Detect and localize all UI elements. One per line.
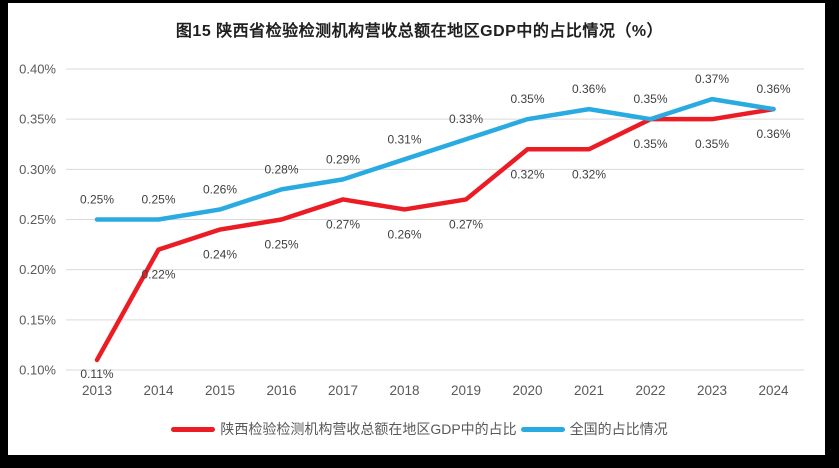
- data-label: 0.22%: [141, 268, 175, 282]
- data-label: 0.36%: [756, 127, 790, 141]
- legend-swatch-national-icon: [520, 426, 565, 432]
- x-axis-tick-label: 2023: [697, 383, 727, 398]
- legend-item-national: 全国的占比情况: [520, 419, 668, 439]
- data-label: 0.31%: [387, 132, 421, 146]
- y-axis-tick-label: 0.35%: [19, 112, 56, 127]
- data-label: 0.25%: [80, 193, 114, 207]
- y-axis-tick-label: 0.40%: [19, 62, 56, 77]
- y-axis-tick-label: 0.10%: [19, 363, 56, 378]
- x-axis-tick-label: 2019: [451, 383, 481, 398]
- x-axis-tick-label: 2014: [143, 383, 174, 398]
- y-axis-tick-label: 0.25%: [19, 212, 56, 227]
- data-label: 0.32%: [572, 167, 606, 181]
- y-axis-tick-label: 0.15%: [19, 312, 56, 327]
- x-axis-tick-label: 2020: [512, 383, 542, 398]
- data-label: 0.24%: [203, 248, 237, 262]
- data-label: 0.36%: [572, 82, 606, 96]
- x-axis-tick-label: 2015: [205, 383, 235, 398]
- legend-label-shaanxi: 陕西检验检测机构营收总额在地区GDP中的占比: [220, 421, 517, 437]
- series-line: [94, 96, 776, 222]
- data-label: 0.32%: [510, 167, 544, 181]
- x-axis-tick-label: 2016: [266, 383, 296, 398]
- x-axis-tick-label: 2024: [758, 383, 789, 398]
- data-label: 0.33%: [449, 112, 483, 126]
- x-axis-tick-label: 2017: [328, 383, 358, 398]
- data-label: 0.11%: [80, 367, 113, 381]
- series-line: [94, 106, 776, 363]
- chart-card: [8, 3, 825, 455]
- chart-title: 图15 陕西省检验检测机构营收总额在地区GDP中的占比情况（%）: [175, 23, 664, 40]
- data-label: 0.28%: [264, 162, 298, 176]
- data-label: 0.27%: [449, 217, 483, 231]
- data-label: 0.35%: [633, 92, 667, 106]
- data-label: 0.37%: [695, 72, 729, 86]
- data-label: 0.35%: [510, 92, 544, 106]
- data-label: 0.36%: [756, 82, 790, 96]
- x-axis-tick-label: 2021: [574, 383, 604, 398]
- data-label: 0.25%: [264, 238, 298, 252]
- legend-swatch-shaanxi-icon: [171, 426, 216, 432]
- data-label: 0.35%: [633, 137, 667, 151]
- data-label: 0.26%: [387, 227, 421, 241]
- data-label: 0.35%: [695, 137, 729, 151]
- y-axis-tick-label: 0.20%: [19, 262, 56, 277]
- x-axis-tick-label: 2018: [389, 383, 419, 398]
- legend-item-shaanxi: 陕西检验检测机构营收总额在地区GDP中的占比: [171, 419, 517, 439]
- legend-label-national: 全国的占比情况: [569, 421, 668, 437]
- data-label: 0.29%: [326, 152, 360, 166]
- x-axis-tick-label: 2013: [82, 383, 112, 398]
- x-axis-tick-label: 2022: [635, 383, 665, 398]
- data-label: 0.26%: [203, 182, 237, 196]
- data-label: 0.27%: [326, 217, 360, 231]
- y-axis-tick-label: 0.30%: [19, 162, 56, 177]
- chart-legend: 陕西检验检测机构营收总额在地区GDP中的占比 全国的占比情况: [0, 419, 839, 439]
- data-label: 0.25%: [141, 193, 175, 207]
